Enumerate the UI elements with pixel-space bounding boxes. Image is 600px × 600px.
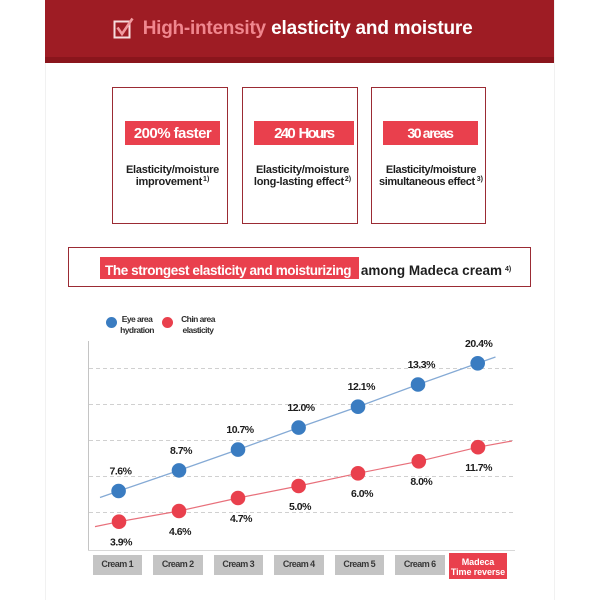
svg-text:12.0%: 12.0%: [287, 402, 315, 414]
svg-text:3.9%: 3.9%: [110, 537, 133, 549]
svg-text:4.6%: 4.6%: [169, 526, 192, 538]
svg-text:8.7%: 8.7%: [170, 445, 193, 457]
svg-text:7.6%: 7.6%: [110, 466, 133, 478]
svg-text:20.4%: 20.4%: [465, 338, 493, 350]
svg-text:6.0%: 6.0%: [351, 488, 374, 500]
svg-text:10.7%: 10.7%: [226, 424, 254, 436]
svg-text:8.0%: 8.0%: [410, 476, 433, 488]
svg-text:4.7%: 4.7%: [230, 513, 253, 525]
svg-text:5.0%: 5.0%: [289, 501, 312, 513]
svg-text:11.7%: 11.7%: [465, 462, 493, 474]
svg-text:12.1%: 12.1%: [348, 381, 376, 393]
svg-text:13.3%: 13.3%: [408, 359, 436, 371]
